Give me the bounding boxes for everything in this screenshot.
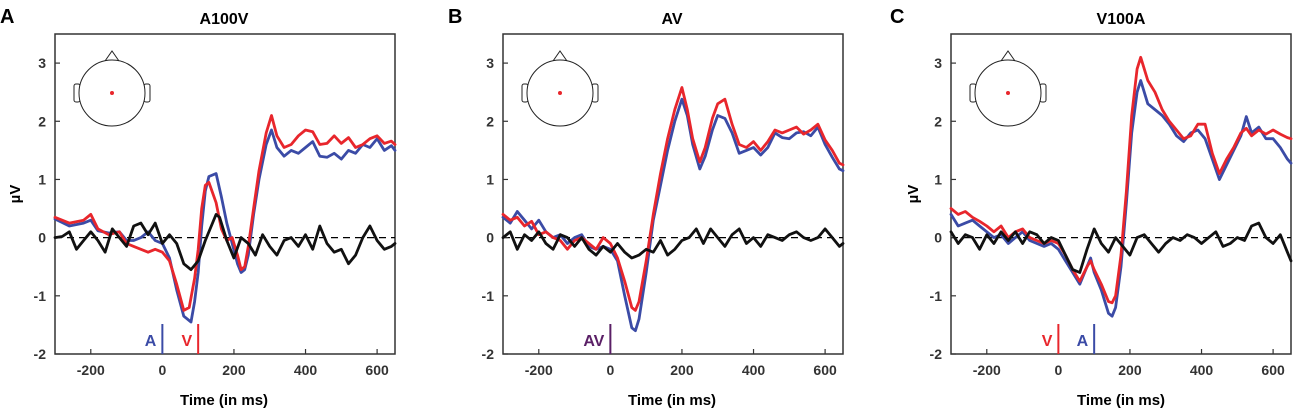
x-tick-label: 0 [1054,362,1062,378]
head-nose [104,50,120,62]
x-tick-label: 200 [222,362,246,378]
chart-title: A100V [200,11,249,28]
panel-a: A A100V Time (in ms) µV -2 -1 0 1 2 3 -200 0 200… [0,6,397,409]
y-axis-label: µV [7,185,24,204]
y-tick-label: 2 [38,113,46,129]
x-axis-label: Time (in ms) [628,392,716,409]
y-axis-label: µV [905,185,922,204]
x-tick-label: -200 [525,362,553,378]
plot-frame [54,33,396,355]
series-line-blue [53,128,397,324]
y-tick-label: -1 [930,288,943,304]
onset-marker-label: A [145,333,157,350]
x-tick-label: 200 [1118,362,1142,378]
chart-title: AV [661,11,682,28]
panel-letter: B [448,6,462,28]
y-tick-label: 0 [38,230,46,246]
y-tick-label: 3 [38,55,46,71]
y-tick-label: -2 [930,346,943,362]
x-tick-label: 400 [742,362,766,378]
y-tick-label: 1 [38,171,46,187]
y-tick-label: -2 [482,346,495,362]
x-tick-label: 600 [813,362,837,378]
electrode-dot [110,91,114,95]
panel-b: B AV Time (in ms) -2 -1 0 1 2 3 -200 0 200 400 600… [448,6,845,409]
onset-marker-label: A [1077,333,1089,350]
y-tick-label: 0 [934,230,942,246]
y-tick-label: -1 [482,288,495,304]
plot-frame [950,33,1292,355]
series-line-red [53,114,397,312]
y-tick-label: 0 [486,230,494,246]
x-tick-label: 600 [1261,362,1285,378]
y-tick-label: 2 [486,113,494,129]
onset-marker-label: AV [583,333,604,350]
series-line-black [501,227,845,260]
electrode-dot [1006,91,1010,95]
series-line-blue [501,97,845,333]
x-tick-label: 600 [365,362,389,378]
onset-marker-label: V [181,333,192,350]
y-tick-label: 3 [934,55,942,71]
series-line-black [53,213,397,271]
chart-title: V100A [1097,11,1146,28]
panel-letter: A [0,6,14,28]
panel-letter: C [890,6,904,28]
head-nose [552,50,568,62]
x-tick-label: -200 [77,362,105,378]
head-nose [1000,50,1016,62]
y-tick-label: 1 [934,171,942,187]
x-tick-label: 0 [606,362,614,378]
onset-marker-label: V [1042,333,1053,350]
x-tick-label: 200 [670,362,694,378]
x-tick-label: 400 [294,362,318,378]
y-tick-label: 2 [934,113,942,129]
x-axis-label: Time (in ms) [1077,392,1165,409]
y-tick-label: -2 [34,346,47,362]
series-line-black [949,221,1293,274]
plot-frame [502,33,844,355]
x-tick-label: -200 [973,362,1001,378]
y-tick-label: -1 [34,288,47,304]
y-tick-label: 1 [486,171,494,187]
x-axis-label: Time (in ms) [180,392,268,409]
series-line-red [501,86,845,312]
x-tick-label: 0 [158,362,166,378]
y-tick-label: 3 [486,55,494,71]
electrode-dot [558,91,562,95]
panel-c: C V100A Time (in ms) µV -2 -1 0 1 2 3 -200 0 200… [890,6,1293,409]
x-tick-label: 400 [1190,362,1214,378]
